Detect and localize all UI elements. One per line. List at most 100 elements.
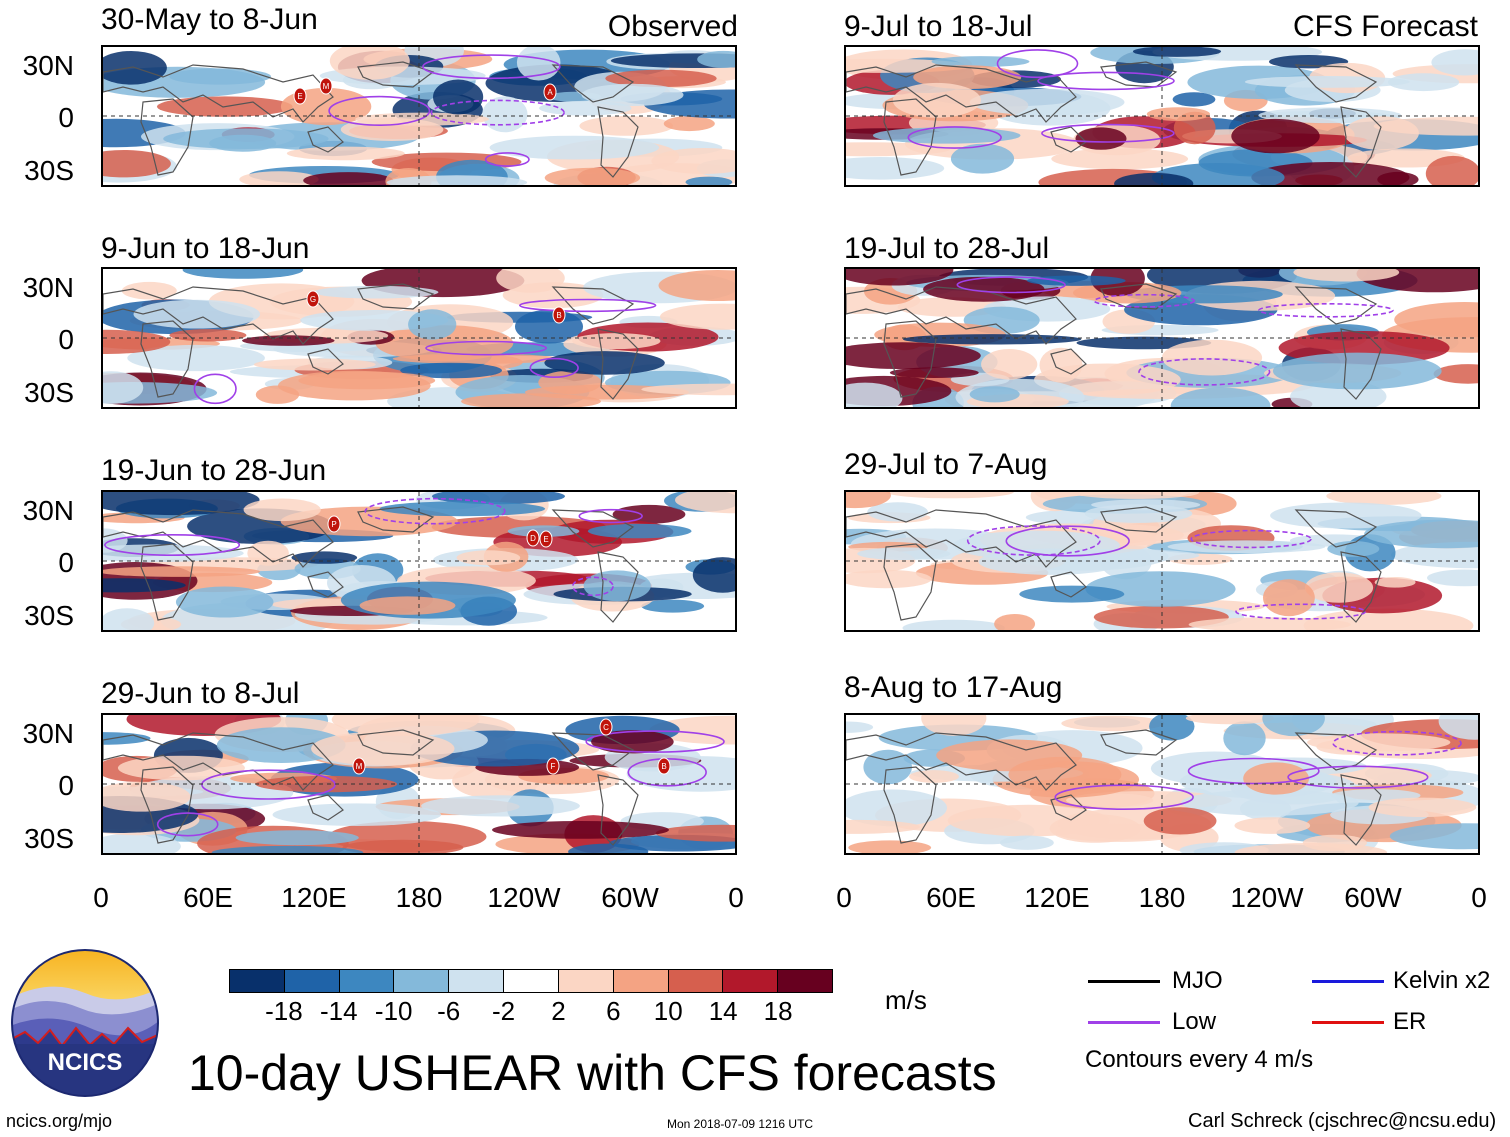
map-panel <box>101 267 737 409</box>
panel-title: 8-Aug to 17-Aug <box>844 671 1063 704</box>
svg-text:M: M <box>323 82 330 91</box>
colorbar-swatch <box>557 970 613 992</box>
coastline <box>103 61 639 178</box>
low-contour <box>1041 123 1175 143</box>
map-panel <box>844 490 1480 632</box>
shear-field <box>103 269 735 407</box>
colorbar-swatch <box>448 970 504 992</box>
colorbar <box>229 969 833 993</box>
low-contour <box>364 497 506 525</box>
colorbar-swatch <box>722 970 778 992</box>
footer-url[interactable]: ncics.org/mjo <box>6 1111 113 1131</box>
units-label: m/s <box>885 985 927 1015</box>
lon-label: 60E <box>926 882 976 913</box>
low-contour <box>907 126 1002 149</box>
lon-label: 60W <box>1344 882 1402 913</box>
lon-label: 180 <box>395 882 443 913</box>
low-contour <box>156 812 219 837</box>
lon-label: 0 <box>836 882 852 913</box>
legend-line-kelvin <box>1312 980 1384 983</box>
observed-header: Observed <box>607 10 738 43</box>
legend-line-low <box>1088 1021 1160 1024</box>
svg-text:B: B <box>556 311 561 320</box>
svg-text:F: F <box>551 762 556 771</box>
low-contour <box>1093 293 1195 308</box>
footer-timestamp: Mon 2018-07-09 1216 UTC <box>667 1117 814 1131</box>
map-panel <box>844 713 1480 855</box>
lon-label: 120E <box>281 882 347 913</box>
map-panel <box>844 267 1480 409</box>
lat-label: 30N <box>22 50 74 81</box>
low-contour <box>484 152 530 167</box>
legend-label: ER <box>1393 1008 1427 1035</box>
colorbar-tick-label: 18 <box>763 996 793 1026</box>
low-contour <box>430 99 565 126</box>
shear-field <box>846 47 1478 185</box>
low-contour <box>578 508 643 524</box>
low-contour <box>956 276 1066 294</box>
footer-credit: Carl Schreck (cjschrec@ncsu.edu) <box>1188 1110 1497 1132</box>
colorbar-tick-label: -6 <box>437 996 461 1026</box>
panel-title: 19-Jul to 28-Jul <box>844 232 1050 265</box>
lat-label: 30S <box>24 600 74 631</box>
lon-label: 180 <box>1138 882 1186 913</box>
lat-label: 30N <box>22 495 74 526</box>
lat-label: 0 <box>58 770 74 801</box>
low-contour <box>328 95 431 127</box>
forecast-header: CFS Forecast <box>1292 10 1478 43</box>
coastline <box>846 283 1382 400</box>
colorbar-swatch <box>667 970 723 992</box>
coastline <box>103 729 639 846</box>
shear-field <box>103 47 735 185</box>
lon-label: 60E <box>183 882 233 913</box>
legend-line-mjo <box>1088 980 1160 983</box>
low-contour <box>1190 529 1312 549</box>
lon-label: 60W <box>601 882 659 913</box>
colorbar-tick-label: 2 <box>551 996 566 1026</box>
colorbar-swatch <box>777 970 832 992</box>
contour-note: Contours every 4 m/s <box>1085 1046 1314 1073</box>
shear-field <box>846 269 1478 407</box>
coastline <box>103 506 639 623</box>
lat-label: 0 <box>58 547 74 578</box>
storm-marker: P <box>327 514 341 539</box>
shear-field <box>103 492 735 630</box>
storm-marker: G <box>306 289 320 314</box>
colorbar-swatch <box>338 970 394 992</box>
colorbar-tick-label: 6 <box>606 996 621 1026</box>
colorbar-tick-label: -10 <box>374 996 413 1026</box>
lon-label: 0 <box>728 882 744 913</box>
map-panel <box>101 490 737 632</box>
svg-text:P: P <box>331 520 336 529</box>
map-panel <box>101 45 737 187</box>
legend-label: MJO <box>1172 967 1223 994</box>
colorbar-tick-label: 10 <box>653 996 683 1026</box>
lat-label: 0 <box>58 324 74 355</box>
low-contour <box>585 730 725 753</box>
panel-title: 9-Jul to 18-Jul <box>844 10 1033 43</box>
panel-title: 30-May to 8-Jun <box>101 3 318 36</box>
low-contour <box>201 769 336 800</box>
low-contour <box>193 373 237 405</box>
legend-label: Low <box>1172 1008 1217 1035</box>
storm-marker: C <box>599 717 613 742</box>
lon-label: 0 <box>93 882 109 913</box>
lat-label: 30S <box>24 155 74 186</box>
colorbar-swatch <box>283 970 339 992</box>
panel-title: 29-Jul to 7-Aug <box>844 448 1048 481</box>
low-contour <box>1287 765 1429 789</box>
legend-line-er <box>1312 1021 1384 1024</box>
colorbar-swatch <box>612 970 668 992</box>
coastline <box>103 283 639 400</box>
map-panel <box>844 45 1480 187</box>
legend-label: Kelvin x2 <box>1393 967 1491 994</box>
low-contour <box>1257 302 1394 318</box>
svg-text:C: C <box>603 723 609 732</box>
shear-field <box>103 715 735 853</box>
lon-label: 120W <box>487 882 561 913</box>
colorbar-swatch <box>393 970 449 992</box>
low-contour <box>519 298 657 313</box>
lat-label: 30N <box>22 718 74 749</box>
storm-marker: B <box>552 305 566 330</box>
logo-text: NCICS <box>48 1049 123 1076</box>
